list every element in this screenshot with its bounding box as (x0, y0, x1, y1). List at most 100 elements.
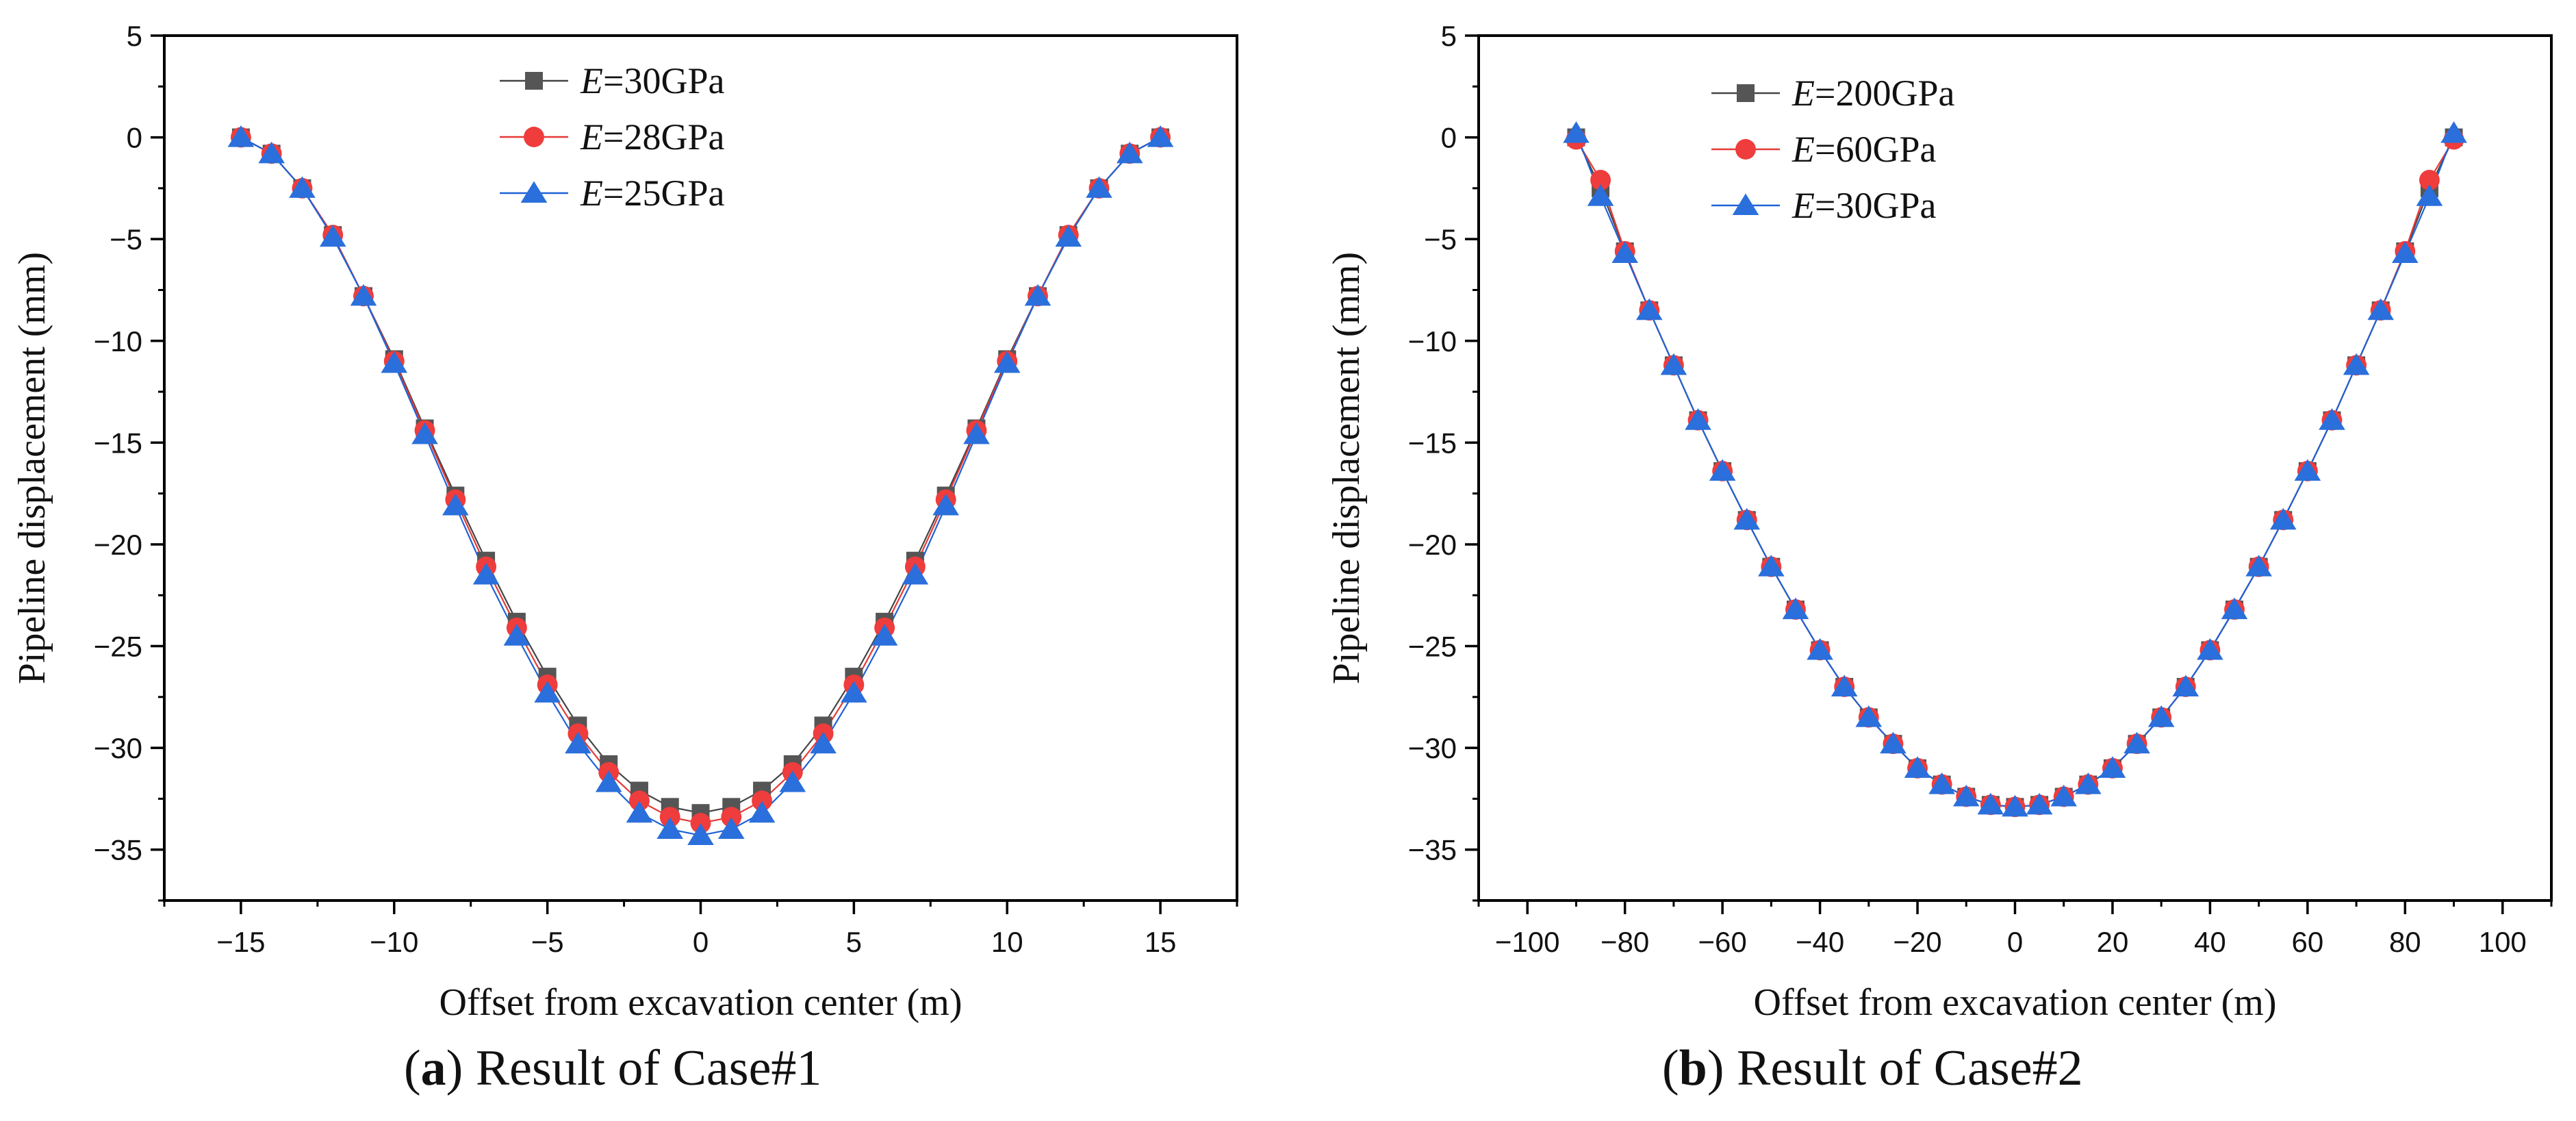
legend-label: E=60GPa (1791, 129, 1936, 170)
series-2-point (595, 770, 622, 792)
x-tick-label: 20 (2097, 926, 2129, 958)
series-2-point (2343, 353, 2370, 375)
series-1-point (721, 807, 742, 828)
series-2-point (1855, 705, 1883, 727)
series-2-point (1635, 298, 1663, 320)
series-2-point (1563, 121, 1590, 143)
series-2-point (565, 731, 591, 754)
series-2-point (841, 681, 867, 703)
y-tick-label: 5 (1441, 20, 1457, 52)
series-2-point (2075, 772, 2102, 794)
series-2-point (2245, 555, 2272, 577)
series-2-point (2172, 675, 2199, 697)
x-axis-label: Offset from excavation center (m) (1754, 981, 2277, 1024)
series-2-point (656, 817, 684, 840)
legend-label: E=30GPa (1791, 185, 1936, 226)
legend-label-italic: E (1791, 73, 1815, 114)
x-tick-label: −20 (1893, 926, 1941, 958)
series-2-point (1709, 459, 1736, 481)
series-2-point (258, 141, 285, 164)
x-tick-label: −80 (1601, 926, 1649, 958)
x-tick-label: 15 (1145, 926, 1177, 958)
series-2-point (1685, 408, 1711, 430)
y-tick-label: −15 (94, 427, 142, 459)
series-1-line (240, 136, 1161, 824)
series-2-point (1782, 597, 1809, 620)
x-tick-label: −40 (1796, 926, 1844, 958)
panel-b-caption: (b) Result of Case#2 (1662, 1040, 2083, 1096)
panel-b-chart: −100 −80 −60 −40 −20 0 20 40 60 80 100 5 0 −5 −10 −15 −2… (1325, 20, 2553, 1024)
y-tick-label: −15 (1408, 427, 1457, 459)
x-tick-label: 80 (2389, 926, 2421, 958)
panel-b-caption-text: Result of Case#2 (1736, 1040, 2083, 1096)
series-2-point (687, 823, 714, 845)
series-2-point (717, 817, 745, 840)
series-2-point (1024, 284, 1051, 306)
series-2-point (2294, 459, 2321, 481)
series-2-point (2269, 507, 2297, 530)
series-2-point (1928, 772, 1955, 794)
legend-marker (524, 127, 544, 147)
series-2-point (1831, 675, 1858, 697)
series-2-point (1611, 241, 1638, 264)
legend-label-italic: E (580, 60, 603, 101)
series-0-line (240, 136, 1161, 814)
y-tick-label: −35 (94, 834, 142, 866)
panel-b-letter: b (1679, 1040, 1707, 1096)
series-2-point (2147, 705, 2175, 727)
series-2-line (1575, 133, 2455, 808)
panel-a-chart: −15 −10 −5 0 5 10 15 5 0 −5 −10 −15 −20 −25 −30 −35 Offs… (11, 20, 1238, 1024)
legend-label-italic: E (580, 173, 603, 214)
x-tick-label: 40 (2194, 926, 2226, 958)
series-2-point (2050, 784, 2078, 807)
y-tick-label: −10 (94, 325, 142, 357)
series-2-point (2002, 794, 2028, 817)
series-2-point (1758, 555, 1785, 577)
series-2-point (779, 770, 806, 792)
y-tick-label: −20 (1408, 529, 1457, 561)
series-2-point (534, 681, 561, 703)
series-2-point (1086, 176, 1112, 198)
series-1-line (1575, 139, 2455, 808)
series-2-point (350, 284, 377, 306)
panel-a-caption: (a) Result of Case#1 (404, 1040, 822, 1096)
series-2-point (963, 422, 990, 444)
series-1-point (690, 813, 711, 834)
series-2-point (1147, 125, 1174, 147)
legend-label-italic: E (1791, 185, 1815, 226)
legend-label-value: =60GPa (1815, 129, 1936, 170)
series-2-line (240, 136, 1161, 837)
panel-a-letter: a (420, 1040, 446, 1096)
series-2-point (932, 493, 959, 516)
legend-marker (1737, 84, 1755, 102)
series-2-point (2197, 638, 2223, 660)
series-1-point (629, 790, 650, 811)
series-2-point (1952, 784, 1980, 807)
series-2-point (1904, 756, 1931, 778)
series-1-point (2419, 170, 2440, 190)
legend-label-value: =30GPa (1815, 185, 1936, 226)
series-1-point (1590, 170, 1611, 190)
legend-label: E=25GPa (580, 173, 724, 214)
x-tick-label: 100 (2479, 926, 2527, 958)
legend-marker (1732, 193, 1759, 216)
y-tick-label: −35 (1408, 834, 1457, 866)
series-2-point (2367, 298, 2395, 320)
series-2-point (810, 731, 837, 754)
series-2-point (1116, 141, 1143, 164)
x-tick-label: −10 (370, 926, 418, 958)
y-tick-label: −25 (1408, 631, 1457, 663)
series-1-point (752, 790, 772, 811)
series-2-point (1807, 638, 1833, 660)
series-2-point (902, 562, 929, 585)
series-2-point (2319, 408, 2345, 430)
legend-label: E=30GPa (580, 60, 724, 101)
y-tick-label: 5 (127, 20, 142, 52)
legend-marker (1735, 139, 1756, 160)
legend-label: E=28GPa (580, 116, 724, 158)
x-axis-label: Offset from excavation center (m) (439, 981, 962, 1024)
series-2-point (442, 493, 469, 516)
x-tick-label: −60 (1698, 926, 1747, 958)
series-2-point (319, 225, 346, 247)
